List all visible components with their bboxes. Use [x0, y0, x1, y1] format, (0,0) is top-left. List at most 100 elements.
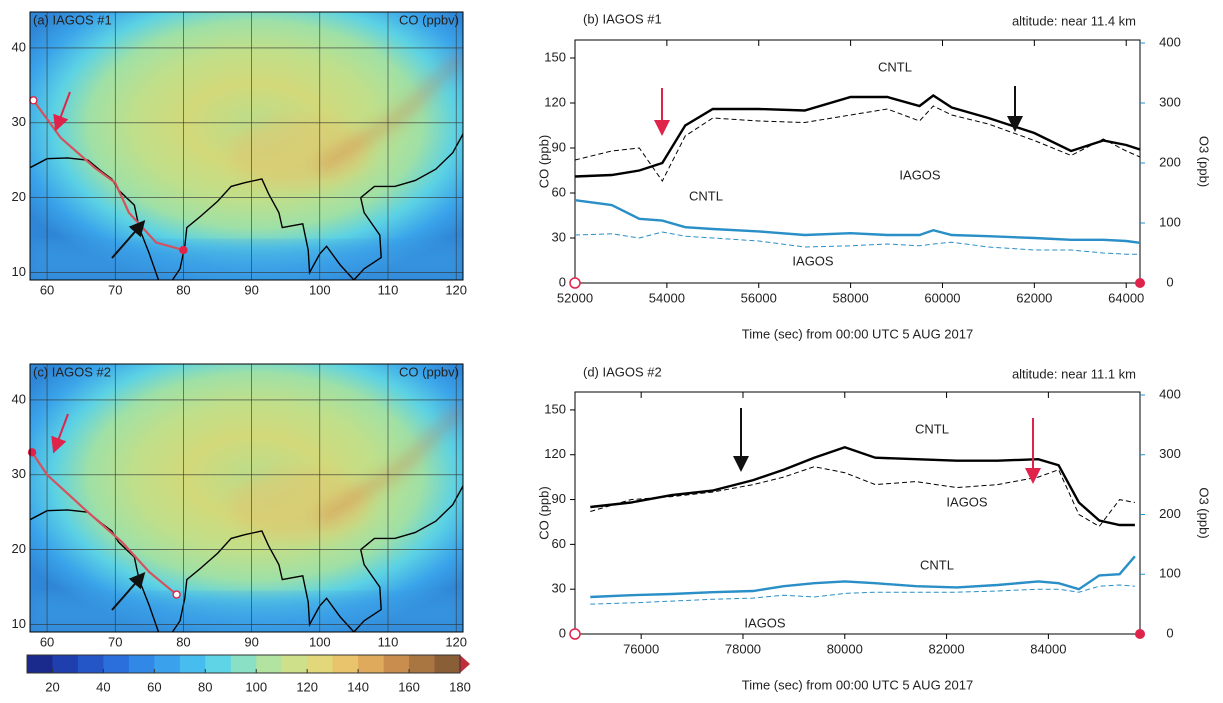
y-tick-label: 0	[559, 625, 566, 640]
y-tick-label: 30	[12, 114, 26, 129]
arrow	[111, 571, 146, 611]
y2-tick-label: 100	[1159, 214, 1181, 229]
coastline	[30, 130, 463, 280]
x-tick-label: 58000	[833, 290, 869, 305]
colorbar-label: 140	[347, 679, 369, 694]
y-tick-label: 90	[552, 491, 566, 506]
series-line	[590, 584, 1135, 605]
series-label: IAGOS	[946, 494, 988, 509]
colorbar-box	[128, 655, 155, 673]
colorbar-box	[205, 655, 232, 673]
y-tick-label: 120	[544, 94, 566, 109]
y2-tick-label: 200	[1159, 506, 1181, 521]
y-axis-label: CO (ppb)	[536, 486, 551, 539]
x-tick-label: 80000	[827, 641, 863, 656]
y2-tick-label: 100	[1159, 566, 1181, 581]
series-line	[574, 94, 1141, 178]
low-band	[30, 594, 463, 632]
arrow	[53, 91, 71, 132]
y-axis-label: CO (ppb)	[536, 135, 551, 188]
colorbar-box	[383, 655, 410, 673]
x-tick-label: 62000	[1016, 290, 1052, 305]
series-label: IAGOS	[792, 253, 834, 268]
colorbar-box	[256, 655, 283, 673]
colorbar-box	[103, 655, 130, 673]
co-plume	[318, 405, 463, 522]
y2-tick-label: 300	[1159, 94, 1181, 109]
end-marker	[1135, 629, 1145, 639]
series-label: IAGOS	[744, 615, 786, 630]
x-tick-label: 110	[378, 634, 399, 649]
y2-tick-label: 0	[1166, 625, 1173, 640]
x-tick-label: 78000	[725, 641, 761, 656]
flight-track	[32, 99, 184, 252]
colorbar-frame	[26, 654, 461, 674]
x-tick-label: 120	[445, 634, 467, 649]
map-label: CO (ppbv)	[399, 364, 459, 379]
x-tick-label: 60	[40, 634, 54, 649]
y-tick-label: 40	[12, 391, 26, 406]
y2-tick-label: 400	[1159, 34, 1181, 49]
colorbar-box	[179, 655, 206, 673]
annotation: altitude: near 11.4 km	[1012, 13, 1136, 28]
colorbar-box	[332, 655, 359, 673]
x-tick-label: 100	[309, 634, 331, 649]
plot-frame	[574, 39, 1141, 284]
x-tick-label: 60	[40, 282, 54, 297]
map-field	[30, 364, 463, 632]
y2-axis-label: O3 (ppb)	[1197, 487, 1212, 538]
start-marker	[569, 277, 581, 289]
x-tick-label: 80	[176, 282, 190, 297]
co-plume	[318, 53, 463, 170]
series-label: CNTL	[878, 59, 912, 74]
y2-tick-label: 0	[1166, 274, 1173, 289]
colorbar-box	[27, 655, 53, 673]
arrow	[51, 413, 69, 454]
colorbar-label: 20	[45, 679, 59, 694]
colorbar-label: 60	[147, 679, 161, 694]
colorbar-label: 120	[296, 679, 318, 694]
series-label: IAGOS	[899, 167, 941, 182]
x-tick-label: 76000	[623, 641, 659, 656]
plot-frame	[574, 391, 1141, 635]
series-line	[590, 446, 1135, 527]
x-tick-label: 60000	[924, 290, 960, 305]
track-start	[29, 96, 38, 105]
map-title: (c) IAGOS #2	[33, 364, 111, 379]
y2-tick-label: 300	[1159, 446, 1181, 461]
y-tick-label: 30	[552, 229, 566, 244]
series-line	[574, 231, 1140, 255]
y2-tick-label: 400	[1159, 386, 1181, 401]
series-line	[590, 466, 1135, 528]
y-tick-label: 60	[552, 184, 566, 199]
x-tick-label: 70	[108, 634, 122, 649]
y-tick-label: 20	[12, 189, 26, 204]
y-tick-label: 30	[552, 581, 566, 596]
map-label: CO (ppbv)	[399, 12, 459, 27]
low-band	[30, 242, 463, 280]
series-line	[574, 199, 1141, 244]
annotation: altitude: near 11.1 km	[1012, 366, 1136, 381]
colorbar-label: 160	[398, 679, 420, 694]
colorbar-box	[409, 655, 436, 673]
x-tick-label: 80	[176, 634, 190, 649]
y-tick-label: 120	[544, 446, 566, 461]
arrow	[111, 219, 146, 259]
x-tick-label: 90	[244, 282, 258, 297]
colorbar-box	[154, 655, 181, 673]
colorbar-box	[230, 655, 257, 673]
colorbar-box	[52, 655, 79, 673]
y-tick-label: 0	[559, 274, 566, 289]
y-tick-label: 40	[12, 39, 26, 54]
series-line	[574, 105, 1141, 182]
colorbar-box	[77, 655, 104, 673]
x-tick-label: 90	[244, 634, 258, 649]
x-tick-label: 70	[108, 282, 122, 297]
map-field	[30, 12, 463, 280]
co-blob	[229, 469, 370, 540]
track-end	[179, 245, 188, 255]
x-tick-label: 64000	[1108, 290, 1144, 305]
y-tick-label: 90	[552, 139, 566, 154]
